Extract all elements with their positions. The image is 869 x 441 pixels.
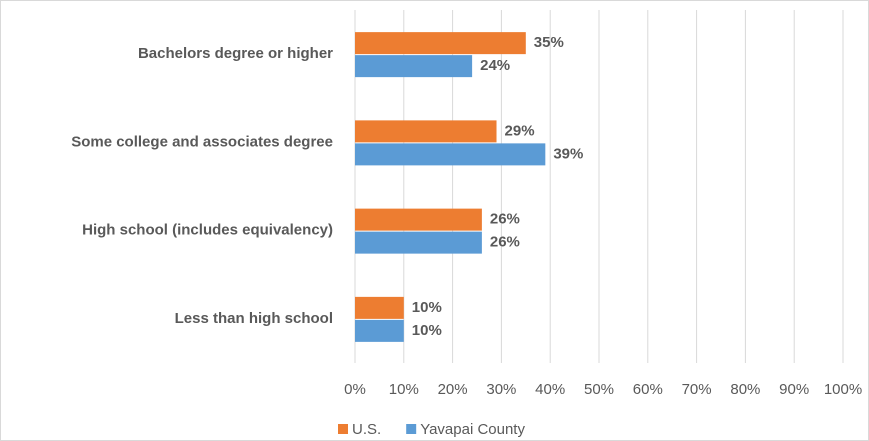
bar xyxy=(355,319,404,342)
category-label: Bachelors degree or higher xyxy=(138,45,333,62)
x-tick-label: 60% xyxy=(633,381,663,398)
bar xyxy=(355,55,473,78)
x-tick-label: 90% xyxy=(779,381,809,398)
x-tick-label: 50% xyxy=(584,381,614,398)
bar xyxy=(355,231,482,254)
legend-label: U.S. xyxy=(352,421,381,438)
x-tick-label: 20% xyxy=(438,381,468,398)
bar xyxy=(355,120,497,143)
data-label: 10% xyxy=(412,322,442,339)
category-label: Some college and associates degree xyxy=(71,133,333,150)
x-tick-label: 0% xyxy=(344,381,366,398)
legend-swatch xyxy=(406,424,417,434)
x-tick-label: 10% xyxy=(389,381,419,398)
legend-label: Yavapai County xyxy=(420,421,525,438)
data-label: 26% xyxy=(490,234,520,251)
bar xyxy=(355,32,526,55)
x-tick-label: 40% xyxy=(535,381,565,398)
data-label: 39% xyxy=(553,145,583,162)
x-tick-label: 80% xyxy=(730,381,760,398)
x-tick-label: 30% xyxy=(486,381,516,398)
x-tick-label: 70% xyxy=(682,381,712,398)
data-label: 24% xyxy=(480,57,510,74)
category-label: Less than high school xyxy=(175,310,333,327)
bar xyxy=(355,143,546,166)
data-label: 26% xyxy=(490,211,520,228)
data-label: 29% xyxy=(505,122,535,139)
legend-swatch xyxy=(338,424,348,434)
data-label: 35% xyxy=(534,34,564,51)
bar xyxy=(355,208,482,231)
x-tick-label: 100% xyxy=(824,381,862,398)
category-label: High school (includes equivalency) xyxy=(82,222,333,239)
bar xyxy=(355,296,404,319)
data-label: 10% xyxy=(412,299,442,316)
